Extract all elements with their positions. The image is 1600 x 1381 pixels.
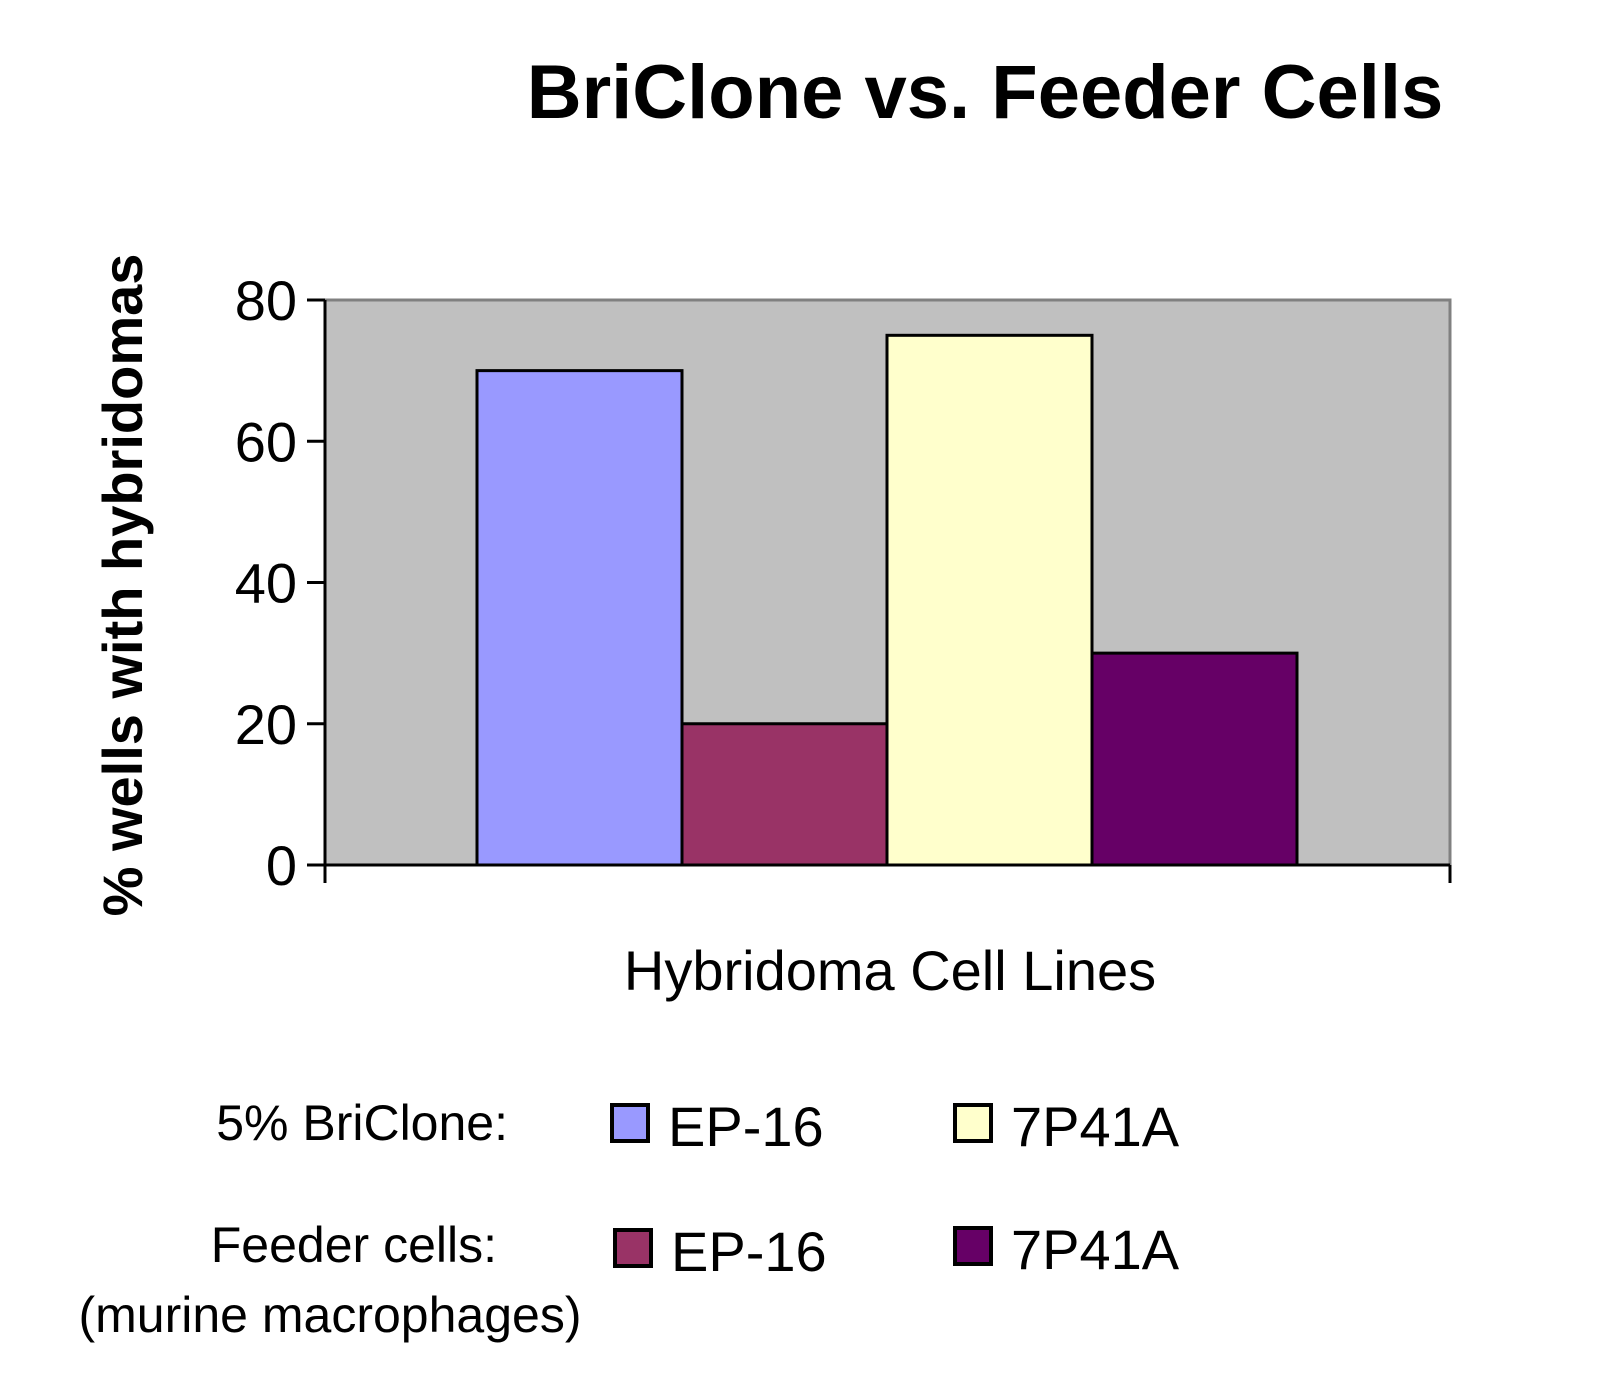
y-tick-label: 0	[266, 834, 297, 897]
legend-group-sublabel-feeder: (murine macrophages)	[79, 1287, 582, 1343]
y-tick-label: 80	[235, 269, 297, 332]
y-axis-label: % wells with hybridomas	[91, 254, 154, 917]
y-tick-label: 60	[235, 410, 297, 473]
legend-swatch-briclone-7p41a	[953, 1103, 993, 1143]
y-axis: 0 20 40 60 80	[235, 269, 327, 897]
y-tick-label: 40	[235, 552, 297, 615]
bars	[475, 333, 1299, 867]
x-axis	[323, 863, 1452, 883]
bar-2	[680, 722, 889, 867]
bar-4	[1090, 651, 1299, 867]
legend-group-label-feeder: Feeder cells:	[211, 1217, 497, 1273]
legend-swatch-briclone-ep16	[610, 1103, 650, 1143]
y-tick-label: 20	[235, 693, 297, 756]
legend-group-label-briclone: 5% BriClone:	[216, 1095, 508, 1151]
legend-entry-feeder-ep16: EP-16	[671, 1220, 827, 1283]
bar-1	[475, 369, 684, 867]
legend-swatch-feeder-ep16	[613, 1228, 653, 1268]
legend-entry-feeder-7p41a: 7P41A	[1011, 1218, 1180, 1281]
legend-entry-briclone-ep16: EP-16	[668, 1095, 824, 1158]
chart-title: BriClone vs. Feeder Cells	[527, 50, 1444, 135]
legend-swatch-feeder-7p41a	[953, 1226, 993, 1266]
x-axis-label: Hybridoma Cell Lines	[624, 939, 1156, 1002]
legend: 5% BriClone: EP-16 7P41A Feeder cells: (…	[79, 1095, 1180, 1343]
legend-entry-briclone-7p41a: 7P41A	[1011, 1095, 1180, 1158]
bar-3	[885, 333, 1094, 867]
